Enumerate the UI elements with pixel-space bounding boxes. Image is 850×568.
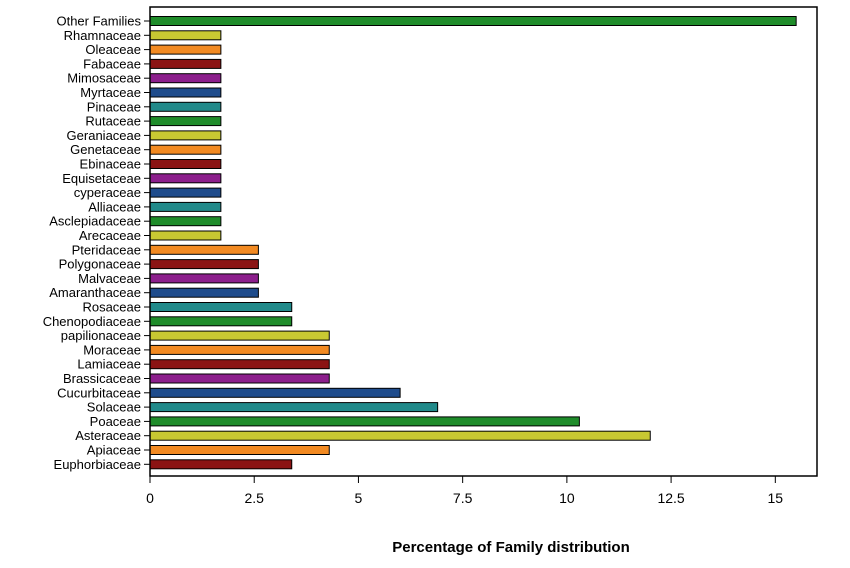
bar-euphorbiaceae [149,459,293,470]
category-label: Arecaceae [79,228,141,243]
category-label: Pteridaceae [72,242,141,257]
category-label: Amaranthaceae [49,285,141,300]
bar-ebinaceae [149,159,222,169]
category-labels: Other FamiliesRhamnaceaeOleaceaeFabaceae… [43,14,142,472]
category-label: Other Families [56,14,141,29]
x-axis-title: Percentage of Family distribution [392,539,630,556]
category-label: papilionaceae [61,328,141,343]
x-axis-ticks: 0 2.5 5 7.5 10 12.5 15 [146,476,783,506]
bar-oleaceae [149,44,222,55]
category-label: Polygonaceae [59,257,141,272]
category-label: Asteraceae [75,428,141,443]
category-label: Oleaceae [85,42,141,57]
category-label: Equisetaceae [62,171,141,186]
bar-geraniaceae [149,130,222,141]
category-label: Rutaceae [85,114,141,129]
category-label: Genetaceae [70,142,141,157]
bar-papilionaceae [149,330,330,341]
bar-pinaceae [149,101,222,112]
bar-polygonaceae [149,259,259,270]
category-label: Solaceae [87,400,141,415]
x-tick-label: 10 [559,490,575,506]
bar-asclepiadaceae [149,216,222,227]
bar-myrtaceae [149,87,222,98]
category-label: Brassicaceae [63,371,141,386]
bar-asteraceae [149,430,651,441]
category-label: Apiaceae [87,443,141,458]
x-tick-label: 12.5 [657,490,684,506]
category-label: Ebinaceae [80,157,141,172]
bar-other-families [149,16,797,26]
category-label: Lamiaceae [77,357,141,372]
bar-solaceae [149,402,439,413]
bar-pteridaceae [149,244,259,255]
bar-moraceae [149,344,330,355]
bar-malvaceae [149,273,259,284]
bar-genetaceae [149,144,222,155]
y-axis-ticks [144,20,150,465]
x-tick-label: 7.5 [453,490,473,506]
category-label: Chenopodiaceae [43,314,141,329]
bar-arecaceae [149,230,222,241]
category-label: Moraceae [83,342,141,357]
category-label: Myrtaceae [80,85,141,100]
plot-frame [149,6,818,477]
category-label: Euphorbiaceae [54,457,141,472]
bars-group [149,16,797,470]
x-tick-label: 15 [768,490,784,506]
category-label: Alliaceae [88,199,141,214]
category-label: Geraniaceae [67,128,141,143]
bar-rosaceae [149,302,293,312]
bar-mimosaceae [149,73,222,84]
category-label: Fabaceae [83,56,141,71]
category-label: Rosaceae [82,300,141,315]
category-label: Rhamnaceae [64,28,141,43]
category-label: Malvaceae [78,271,141,286]
bar-alliaceae [149,201,222,212]
bar-rhamnaceae [149,30,222,41]
bar-amaranthaceae [149,287,259,298]
bar-brassicaceae [149,373,330,384]
bar-fabaceae [149,58,222,69]
category-label: Asclepiadaceae [49,214,141,229]
category-label: Cucurbitaceae [57,385,141,400]
category-label: Poaceae [90,414,141,429]
bar-cyperaceae [149,187,222,198]
category-label: Pinaceae [87,99,141,114]
bar-cucurbitaceae [149,387,401,398]
bar-poaceae [149,416,580,427]
bar-lamiaceae [149,359,330,370]
x-tick-label: 0 [146,490,154,506]
bar-equisetaceae [149,173,222,184]
bar-apiaceae [149,445,330,455]
x-tick-label: 2.5 [244,490,264,506]
category-label: Mimosaceae [67,71,141,86]
bar-rutaceae [149,116,222,127]
x-tick-label: 5 [355,490,363,506]
category-label: cyperaceae [74,185,141,200]
bar-chenopodiaceae [149,316,293,327]
